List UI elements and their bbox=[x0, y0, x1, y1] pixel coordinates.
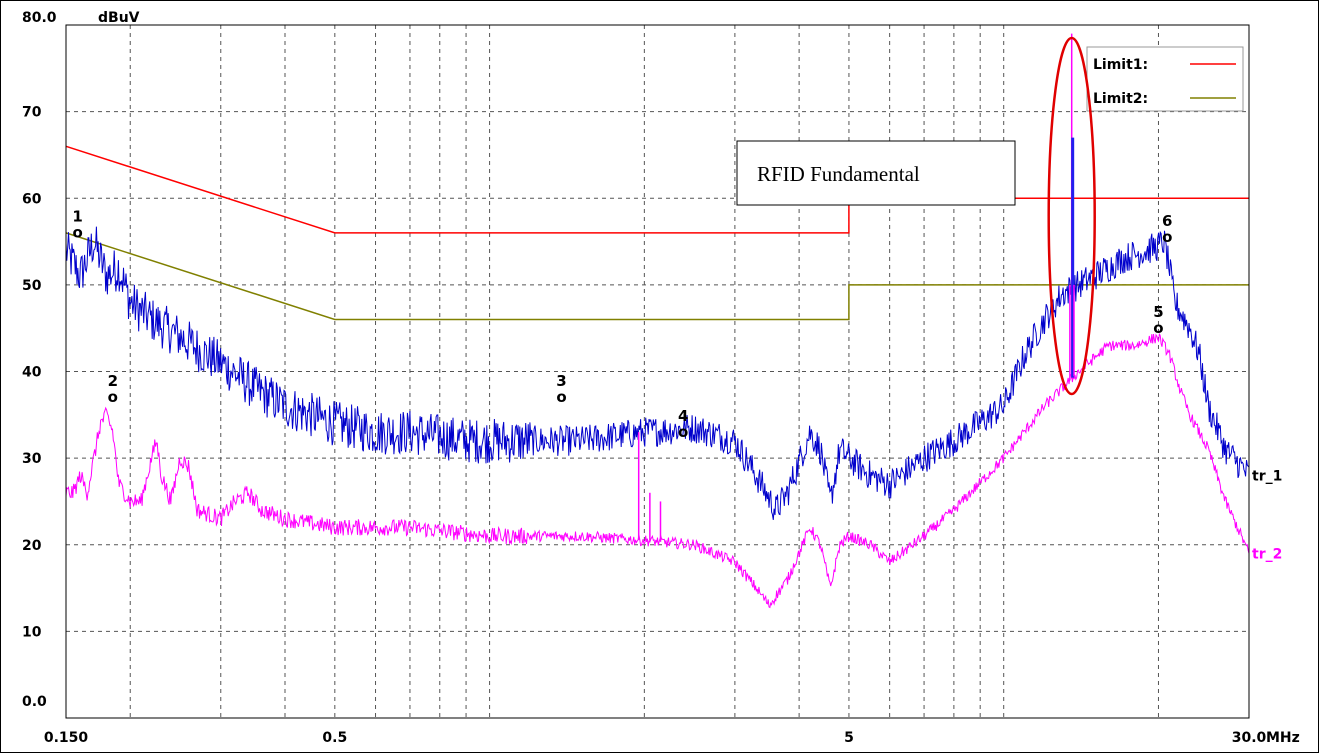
legend-label: Limit2: bbox=[1093, 91, 1148, 107]
marker-number: 3 bbox=[556, 372, 566, 390]
y-tick-label: 40 bbox=[22, 365, 42, 381]
x-tick-label: 5 bbox=[844, 730, 854, 746]
y-tick-label: 10 bbox=[22, 624, 42, 640]
marker-1: 1o bbox=[72, 208, 82, 242]
x-axis-unit: MHz bbox=[1266, 730, 1300, 746]
annotation-box bbox=[736, 140, 1016, 206]
marker-symbol: o bbox=[72, 224, 82, 242]
highlight-ellipse bbox=[1047, 36, 1096, 396]
spikes bbox=[637, 33, 1075, 542]
trace-tr_2 bbox=[65, 333, 1250, 609]
y-axis-unit: dBuV bbox=[98, 10, 140, 26]
limit-line bbox=[65, 232, 1249, 321]
trace-labels: tr_1 tr_2 bbox=[1252, 468, 1282, 562]
legend: Limit1: Limit2: bbox=[1086, 46, 1244, 112]
marker-number: 4 bbox=[678, 407, 688, 425]
marker-symbol: o bbox=[556, 388, 566, 406]
legend-label: Limit1: bbox=[1093, 57, 1148, 73]
y-tick-label: 50 bbox=[22, 278, 42, 294]
x-tick-labels: 0.150 0.5 5 30.0 bbox=[44, 730, 1267, 746]
marker-symbol: o bbox=[1162, 228, 1172, 246]
y-tick-labels: 80.0 70 60 50 40 30 20 10 0.0 bbox=[22, 10, 57, 710]
trace-label-tr_2: tr_2 bbox=[1252, 546, 1282, 562]
marker-5: 5o bbox=[1153, 303, 1163, 337]
marker-6: 6o bbox=[1162, 212, 1172, 246]
plot-border bbox=[65, 24, 1250, 719]
annotation: RFID Fundamental bbox=[736, 36, 1096, 396]
marker-2: 2o bbox=[108, 372, 118, 406]
marker-number: 1 bbox=[72, 208, 82, 226]
x-tick-label: 0.150 bbox=[44, 730, 89, 746]
y-tick-label: 30 bbox=[22, 451, 42, 467]
y-tick-label: 80.0 bbox=[22, 10, 57, 26]
marker-4: 4o bbox=[678, 407, 688, 441]
marker-symbol: o bbox=[1153, 319, 1163, 337]
marker-number: 2 bbox=[108, 372, 118, 390]
y-tick-label: 60 bbox=[22, 191, 42, 207]
y-tick-label: 70 bbox=[22, 105, 42, 121]
marker-symbol: o bbox=[108, 388, 118, 406]
marker-symbol: o bbox=[678, 423, 688, 441]
annotation-text: RFID Fundamental bbox=[757, 162, 920, 186]
marker-3: 3o bbox=[556, 372, 566, 406]
marker-number: 5 bbox=[1153, 303, 1163, 321]
legend-box bbox=[1086, 46, 1244, 112]
y-tick-label: 0.0 bbox=[22, 694, 47, 710]
y-tick-label: 20 bbox=[22, 538, 42, 554]
x-tick-label: 0.5 bbox=[322, 730, 347, 746]
marker-number: 6 bbox=[1162, 212, 1172, 230]
trace-label-tr_1: tr_1 bbox=[1252, 468, 1282, 484]
x-tick-label: 30.0 bbox=[1232, 730, 1267, 746]
